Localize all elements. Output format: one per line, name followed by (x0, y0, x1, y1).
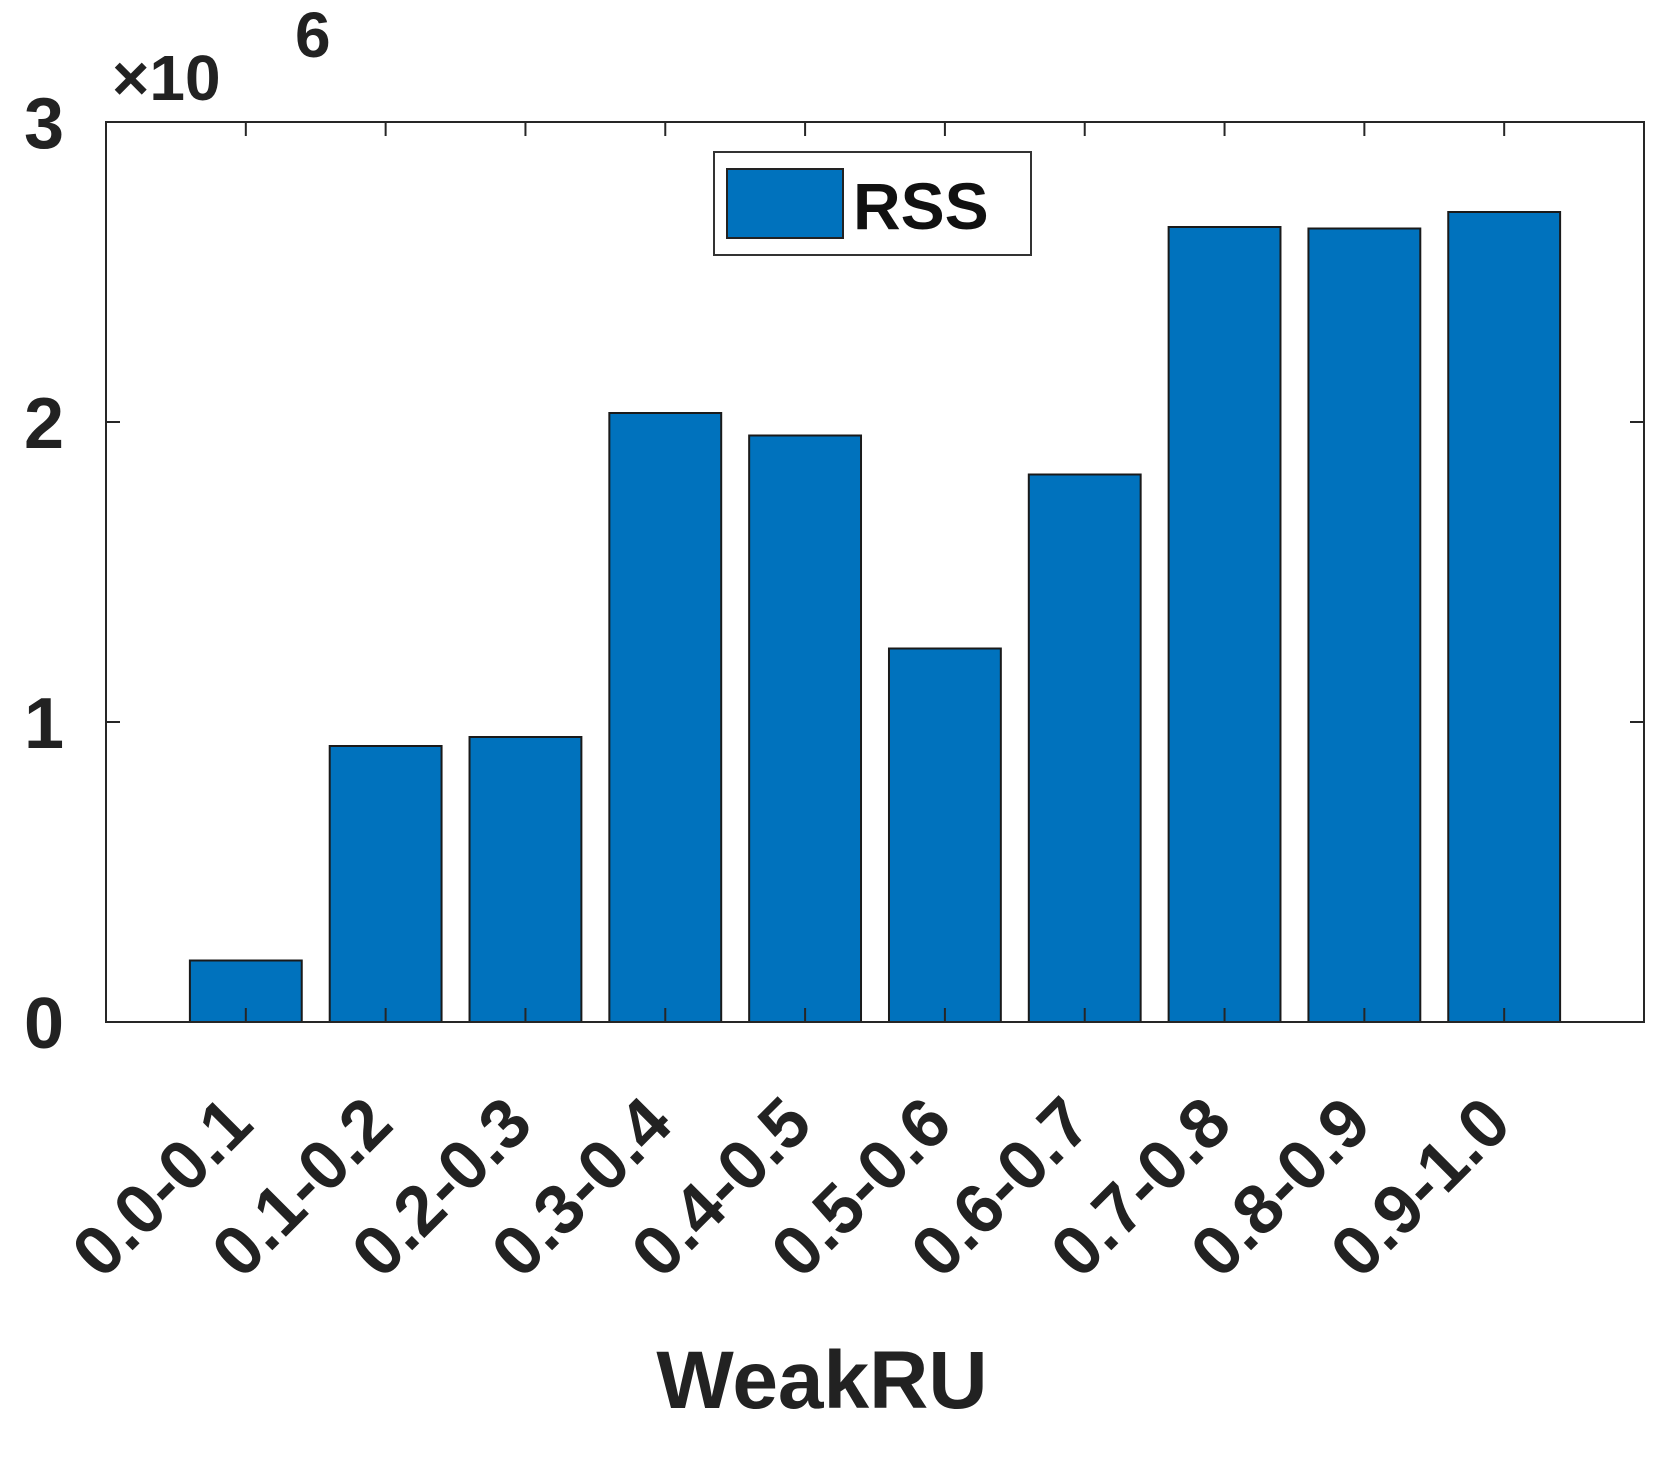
ticks-layer (106, 122, 1644, 1022)
bar-0.5-0.6 (887, 647, 1002, 1023)
bar-0.8-0.9 (1307, 227, 1422, 1023)
bar-0.9-1.0 (1447, 211, 1562, 1023)
bar-0.1-0.2 (328, 745, 443, 1023)
plot-frame (105, 121, 1645, 1023)
bar-0.6-0.7 (1027, 473, 1142, 1023)
axes-layer (105, 121, 1645, 1023)
bar-0.3-0.4 (608, 412, 723, 1023)
bar-0.2-0.3 (468, 736, 583, 1023)
legend-label-rss: RSS (853, 169, 989, 243)
y-exponent-label: ×10 (112, 42, 221, 114)
x-axis-label: WeakRU (656, 1335, 987, 1426)
bars-layer (188, 211, 1562, 1023)
legend-swatch-rss (726, 168, 844, 239)
y-tick-label-1: 1 (24, 684, 64, 764)
legend: RSS (713, 151, 1032, 256)
y-tick-label-0: 0 (24, 984, 64, 1064)
bar-0.4-0.5 (748, 434, 863, 1023)
y-tick-label-2: 2 (24, 384, 64, 464)
y-exponent-power: 6 (295, 0, 331, 71)
y-tick-label-3: 3 (24, 84, 64, 164)
bar-0.7-0.8 (1167, 226, 1282, 1023)
